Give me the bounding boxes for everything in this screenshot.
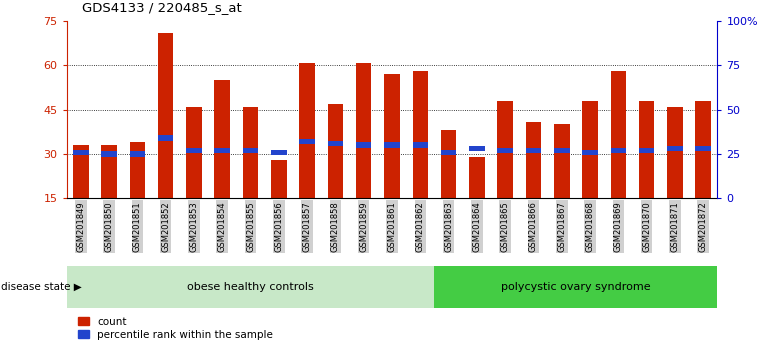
- Text: GSM201867: GSM201867: [557, 201, 566, 252]
- Text: GSM201862: GSM201862: [416, 201, 425, 252]
- Text: GSM201854: GSM201854: [218, 201, 227, 252]
- Text: GSM201865: GSM201865: [501, 201, 510, 252]
- Bar: [215, 148, 230, 153]
- Bar: [73, 149, 89, 155]
- Bar: [186, 148, 201, 153]
- Bar: [554, 148, 569, 153]
- Text: GSM201868: GSM201868: [586, 201, 594, 252]
- Text: GSM201853: GSM201853: [190, 201, 198, 252]
- Bar: [158, 135, 173, 141]
- Bar: [101, 152, 117, 156]
- Text: GSM201850: GSM201850: [104, 201, 114, 252]
- Bar: [129, 152, 145, 156]
- Bar: [583, 101, 598, 198]
- Bar: [497, 148, 513, 153]
- Bar: [328, 104, 343, 198]
- Bar: [497, 101, 513, 198]
- Text: GSM201871: GSM201871: [670, 201, 680, 252]
- Text: GSM201857: GSM201857: [303, 201, 311, 252]
- Bar: [271, 160, 287, 198]
- Bar: [299, 63, 315, 198]
- Bar: [186, 107, 201, 198]
- Bar: [695, 101, 711, 198]
- Bar: [639, 148, 655, 153]
- Bar: [356, 143, 372, 148]
- Bar: [583, 149, 598, 155]
- Text: GSM201872: GSM201872: [699, 201, 708, 252]
- Bar: [441, 149, 456, 155]
- Bar: [101, 145, 117, 198]
- Text: GDS4133 / 220485_s_at: GDS4133 / 220485_s_at: [82, 1, 242, 14]
- Text: GSM201864: GSM201864: [473, 201, 481, 252]
- Bar: [611, 72, 626, 198]
- Bar: [73, 145, 89, 198]
- Bar: [469, 146, 485, 152]
- Text: GSM201861: GSM201861: [387, 201, 397, 252]
- Bar: [412, 72, 428, 198]
- Bar: [667, 146, 683, 152]
- Bar: [215, 80, 230, 198]
- Bar: [384, 143, 400, 148]
- Text: GSM201859: GSM201859: [359, 201, 368, 252]
- Bar: [271, 149, 287, 155]
- Bar: [299, 139, 315, 144]
- Text: GSM201869: GSM201869: [614, 201, 622, 252]
- Bar: [129, 142, 145, 198]
- Text: polycystic ovary syndrome: polycystic ovary syndrome: [501, 282, 651, 292]
- Text: GSM201870: GSM201870: [642, 201, 652, 252]
- Text: GSM201856: GSM201856: [274, 201, 283, 252]
- Bar: [695, 146, 711, 152]
- Bar: [554, 125, 569, 198]
- Text: GSM201858: GSM201858: [331, 201, 340, 252]
- Text: obese healthy controls: obese healthy controls: [187, 282, 314, 292]
- Text: GSM201863: GSM201863: [444, 201, 453, 252]
- Bar: [667, 107, 683, 198]
- Bar: [243, 107, 258, 198]
- Bar: [412, 143, 428, 148]
- Text: GSM201851: GSM201851: [132, 201, 142, 252]
- Bar: [356, 63, 372, 198]
- Text: GSM201849: GSM201849: [76, 201, 85, 252]
- Text: disease state ▶: disease state ▶: [1, 282, 82, 292]
- Bar: [441, 130, 456, 198]
- Bar: [611, 148, 626, 153]
- Text: GSM201866: GSM201866: [529, 201, 538, 252]
- Bar: [384, 74, 400, 198]
- Text: GSM201855: GSM201855: [246, 201, 255, 252]
- Text: GSM201852: GSM201852: [162, 201, 170, 252]
- Bar: [434, 266, 717, 308]
- Bar: [526, 148, 541, 153]
- Bar: [469, 157, 485, 198]
- Legend: count, percentile rank within the sample: count, percentile rank within the sample: [78, 317, 273, 340]
- Bar: [328, 141, 343, 146]
- Bar: [67, 266, 434, 308]
- Bar: [243, 148, 258, 153]
- Bar: [158, 33, 173, 198]
- Bar: [639, 101, 655, 198]
- Bar: [526, 121, 541, 198]
